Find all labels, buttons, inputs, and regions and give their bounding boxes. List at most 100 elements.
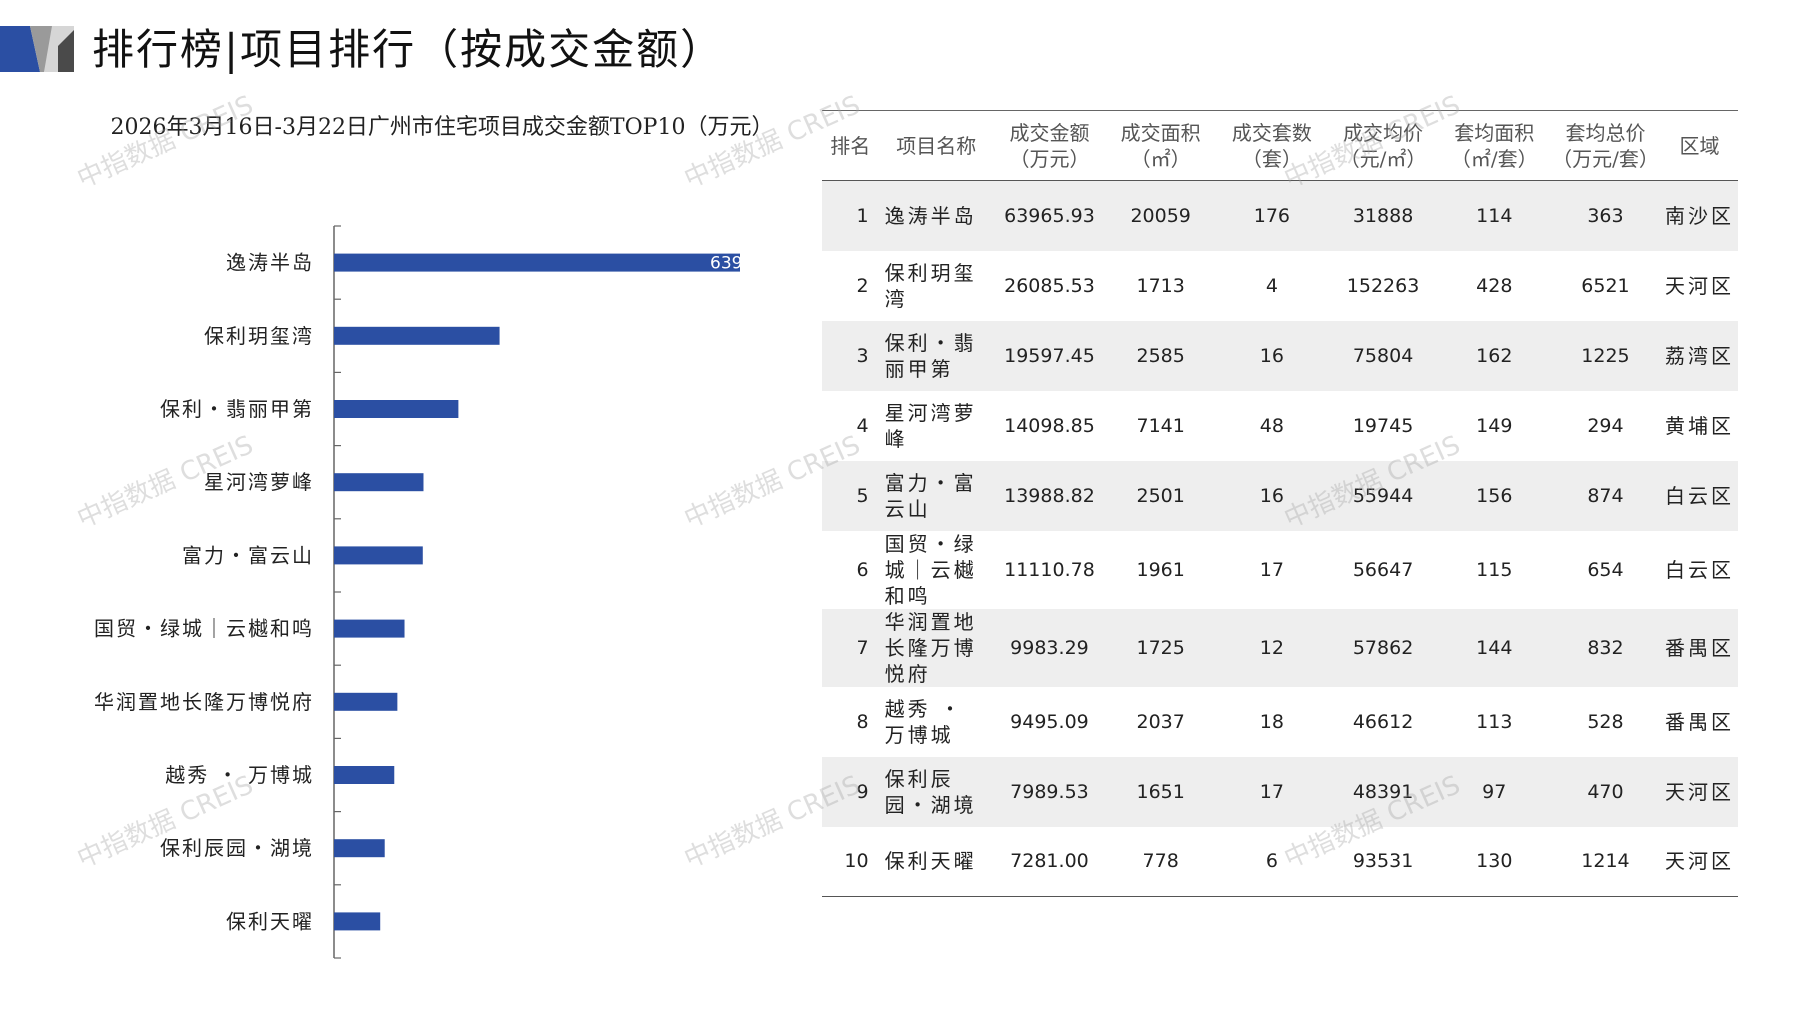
table-header-cell: 成交面积 （㎡） bbox=[1105, 110, 1217, 181]
bar bbox=[334, 766, 395, 784]
header-logo-decoration bbox=[0, 26, 74, 72]
table-cell-name: 保利・翡丽甲第 bbox=[884, 330, 977, 381]
table-cell-district: 天河区 bbox=[1665, 849, 1735, 874]
table-cell-district: 白云区 bbox=[1665, 557, 1735, 582]
table-cell-rank: 6 bbox=[856, 558, 869, 581]
table-cell-district: 荔湾区 bbox=[1665, 343, 1735, 368]
table-row: 6 国贸・绿城｜云樾和鸣 11110.78 1961 17 56647 115 654 白云区 bbox=[822, 531, 1738, 609]
table-cell-area: 2501 bbox=[1136, 484, 1185, 507]
bar bbox=[334, 400, 459, 418]
table-cell-rank: 1 bbox=[856, 204, 869, 227]
table-cell-units: 18 bbox=[1259, 710, 1284, 733]
bar bbox=[334, 253, 740, 272]
table-cell-district: 南沙区 bbox=[1665, 203, 1735, 228]
table-cell-avg-area: 97 bbox=[1482, 780, 1507, 803]
table-cell-amount: 13988.82 bbox=[1004, 484, 1095, 507]
table-header-cell: 区域 bbox=[1661, 110, 1738, 181]
table-cell-amount: 11110.78 bbox=[1004, 558, 1095, 581]
table-cell-area: 778 bbox=[1142, 850, 1179, 873]
table-cell-units: 16 bbox=[1259, 344, 1284, 367]
table-cell-amount: 26085.53 bbox=[1004, 274, 1095, 297]
table-cell-district: 白云区 bbox=[1665, 483, 1735, 508]
table-cell-avg-area: 162 bbox=[1476, 344, 1513, 367]
bar bbox=[334, 473, 424, 492]
table-cell-area: 20059 bbox=[1130, 204, 1191, 227]
table-cell-price: 19745 bbox=[1352, 414, 1414, 437]
table-header-text: （㎡） bbox=[1130, 146, 1191, 171]
table-cell-avg-area: 149 bbox=[1476, 414, 1513, 437]
data-label: 63965.93 bbox=[710, 254, 791, 274]
table-cell-area: 1713 bbox=[1136, 274, 1185, 297]
table-cell-units: 176 bbox=[1253, 204, 1290, 227]
table-cell-avg-total: 874 bbox=[1587, 484, 1624, 507]
table-row: 7 华润置地长隆万博悦府 9983.29 1725 12 57862 144 832 番禺区 bbox=[822, 608, 1738, 687]
category-label: 保利玥玺湾 bbox=[204, 324, 314, 348]
table-cell-name: 富力・富云山 bbox=[884, 470, 977, 521]
bar-chart: 逸涛半岛 63965.93 保利玥玺湾保利・翡丽甲第星河湾萝峰富力・富云山国贸・绿城… bbox=[94, 225, 791, 959]
table-row: 8 越秀 ・ 万博城 9495.09 2037 18 46612 113 528 番禺区 bbox=[822, 687, 1738, 757]
table-cell-district: 黄埔区 bbox=[1665, 413, 1735, 438]
table-cell-name: 国贸・绿城｜云樾和鸣 bbox=[884, 531, 977, 608]
table-cell-name: 保利玥玺湾 bbox=[884, 260, 977, 311]
table-cell-name: 逸涛半岛 bbox=[884, 203, 977, 228]
table-cell-units: 17 bbox=[1259, 558, 1284, 581]
table-cell-avg-total: 832 bbox=[1587, 636, 1624, 659]
table-row: 9 保利辰园・湖境 7989.53 1651 17 48391 97 470 天河区 bbox=[822, 756, 1738, 827]
table-header-text: 区域 bbox=[1679, 133, 1720, 158]
table-cell-district: 番禺区 bbox=[1665, 709, 1735, 734]
table-cell-price: 48391 bbox=[1352, 780, 1414, 803]
category-label: 星河湾萝峰 bbox=[204, 470, 314, 494]
table-cell-units: 17 bbox=[1259, 780, 1284, 803]
table-header-text: 排名 bbox=[830, 133, 871, 158]
table-cell-area: 1651 bbox=[1136, 780, 1185, 803]
table-cell-avg-area: 130 bbox=[1476, 850, 1513, 873]
table-cell-area: 1725 bbox=[1136, 636, 1185, 659]
table-cell-district: 天河区 bbox=[1665, 273, 1735, 298]
table-cell-name: 星河湾萝峰 bbox=[884, 400, 977, 451]
table-cell-avg-total: 654 bbox=[1587, 558, 1624, 581]
table-header-cell: 排名 bbox=[822, 110, 879, 181]
table-cell-district: 番禺区 bbox=[1665, 635, 1735, 660]
table-cell-name: 保利辰园・湖境 bbox=[884, 766, 977, 817]
table-body: 1 逸涛半岛 63965.93 20059 176 31888 114 363 南沙区 2 保利玥玺… bbox=[822, 180, 1738, 897]
table-cell-avg-area: 115 bbox=[1476, 558, 1513, 581]
category-label: 保利辰园・湖境 bbox=[160, 836, 314, 860]
table-cell-avg-total: 6521 bbox=[1581, 274, 1630, 297]
table-header-cell: 套均总价 （万元/套） bbox=[1549, 110, 1662, 181]
category-label: 逸涛半岛 bbox=[226, 251, 314, 275]
page-title: 排行榜|项目排行（按成交金额） bbox=[92, 25, 725, 74]
table-cell-units: 48 bbox=[1259, 414, 1284, 437]
table-cell-rank: 9 bbox=[856, 780, 869, 803]
table-header-text: 套均总价 bbox=[1565, 120, 1646, 145]
table-cell-rank: 3 bbox=[856, 344, 869, 367]
table-cell-price: 93531 bbox=[1352, 850, 1414, 873]
table-row: 2 保利玥玺湾 26085.53 1713 4 152263 428 6521 天河区 bbox=[822, 251, 1738, 321]
table-header-cell: 套均面积 （㎡/套） bbox=[1438, 110, 1550, 181]
table-header-text: （万元） bbox=[1009, 146, 1090, 171]
table-cell-price: 31888 bbox=[1352, 204, 1414, 227]
category-label: 保利天曜 bbox=[226, 909, 314, 933]
table-cell-avg-total: 1225 bbox=[1581, 344, 1630, 367]
category-label: 华润置地长隆万博悦府 bbox=[94, 690, 314, 714]
table-cell-avg-area: 113 bbox=[1476, 710, 1513, 733]
table-cell-area: 7141 bbox=[1136, 414, 1185, 437]
table-cell-amount: 9983.29 bbox=[1010, 636, 1089, 659]
bar bbox=[334, 619, 405, 638]
table-cell-avg-total: 470 bbox=[1587, 780, 1624, 803]
table-header-row: 排名 项目名称 成交金额 （万元） 成交面积 （㎡） 成交套数 （套） 成交均价 （元/㎡） 套均面… bbox=[822, 110, 1738, 181]
table-cell-units: 4 bbox=[1265, 274, 1278, 297]
table-cell-avg-total: 363 bbox=[1587, 204, 1624, 227]
table-cell-name: 华润置地长隆万博悦府 bbox=[884, 609, 977, 686]
table-row: 10 保利天曜 7281.00 778 6 93531 130 1214 天河区 bbox=[822, 827, 1738, 897]
table-row: 3 保利・翡丽甲第 19597.45 2585 16 75804 162 1225 荔湾区 bbox=[822, 320, 1738, 391]
table-header-text: 项目名称 bbox=[896, 133, 977, 158]
table-cell-area: 1961 bbox=[1136, 558, 1185, 581]
ranking-table: 排名 项目名称 成交金额 （万元） 成交面积 （㎡） 成交套数 （套） 成交均价 （元/㎡） 套均面… bbox=[822, 110, 1738, 897]
table-cell-name: 越秀 ・ 万博城 bbox=[884, 696, 963, 747]
table-cell-avg-total: 1214 bbox=[1581, 850, 1630, 873]
table-cell-price: 75804 bbox=[1352, 344, 1414, 367]
table-header-cell: 成交金额 （万元） bbox=[993, 110, 1106, 181]
table-cell-rank: 7 bbox=[856, 636, 869, 659]
category-label: 富力・富云山 bbox=[182, 543, 314, 567]
chart-title: 2026年3月16日-3月22日广州市住宅项目成交金额TOP10（万元） bbox=[110, 115, 774, 140]
